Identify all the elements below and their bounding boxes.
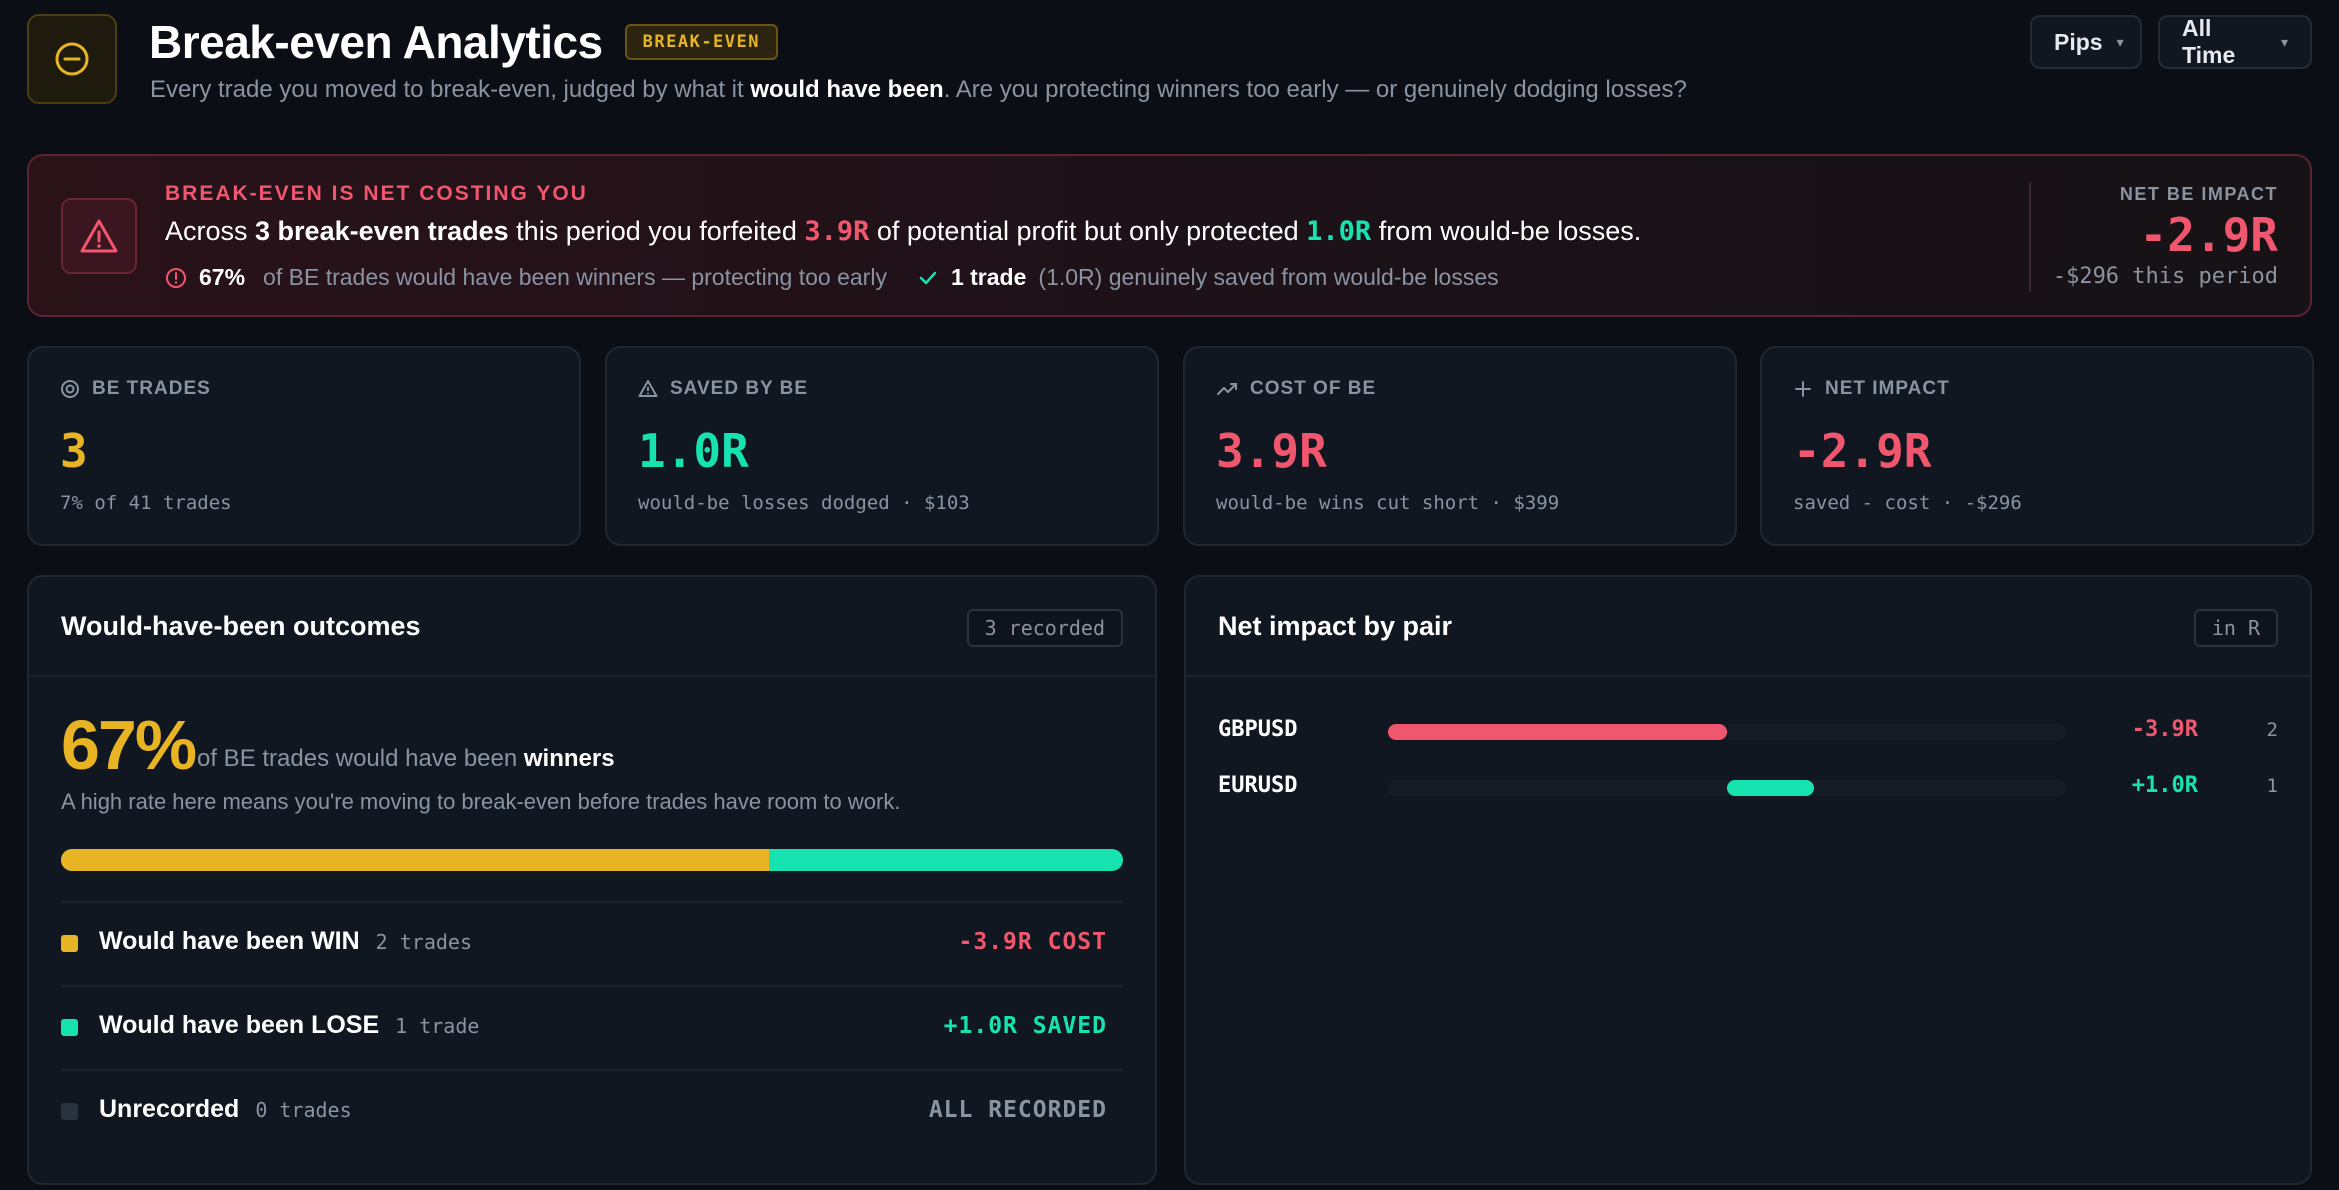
pair-row-eurusd[interactable]: EURUSD +1.0R 1 [1218, 767, 2278, 807]
net-impact-dollars: -$296 this period [2052, 264, 2278, 289]
outcomes-panel: Would-have-been outcomes 3 recorded 67% … [27, 575, 1157, 1185]
unit-select[interactable]: Pips ▾ [2030, 15, 2142, 69]
pair-bar-track [1388, 724, 2066, 740]
pair-trade-count: 1 [2266, 775, 2278, 797]
stat-value: 3 [60, 424, 88, 478]
chevron-down-icon: ▾ [2116, 33, 2124, 50]
check-icon [919, 271, 937, 284]
page-subtitle: Every trade you moved to break-even, jud… [150, 76, 1687, 103]
pair-value: +1.0R [2131, 773, 2198, 798]
outcome-row-unrecorded: Unrecorded 0 trades ALL RECORDED [61, 1069, 1123, 1153]
stat-card-saved: SAVED BY BE 1.0R would-be losses dodged … [605, 346, 1159, 546]
stat-card-be-trades: BE TRADES 3 7% of 41 trades [27, 346, 581, 546]
pair-name: EURUSD [1218, 773, 1298, 798]
pair-bar-fill [1727, 780, 1814, 796]
net-impact-label: NET BE IMPACT [2119, 184, 2278, 204]
stat-note: would-be losses dodged · $103 [638, 492, 970, 514]
outcome-value: -3.9R COST [958, 929, 1107, 955]
net-cost-alert: BREAK-EVEN IS NET COSTING YOU Across 3 b… [27, 154, 2312, 317]
net-impact-value: -2.9R [2139, 208, 2278, 262]
recorded-count-tag: 3 recorded [966, 609, 1123, 647]
winner-rate: 67% [61, 706, 197, 784]
pair-value: -3.9R [2131, 717, 2198, 742]
stat-note: 7% of 41 trades [60, 492, 232, 514]
warning-icon [638, 380, 658, 397]
pair-impact-panel: Net impact by pair in R GBPUSD -3.9R 2 E… [1184, 575, 2312, 1185]
alert-details: 67% of BE trades would have been winners… [165, 264, 1499, 291]
winner-pct: 67% [199, 264, 246, 290]
break-even-badge: BREAK-EVEN [624, 24, 778, 60]
page-header: Break-even Analytics BREAK-EVEN Every tr… [27, 14, 2312, 106]
pair-trade-count: 2 [2266, 719, 2278, 741]
pair-row-gbpusd[interactable]: GBPUSD -3.9R 2 [1218, 711, 2278, 751]
chevron-down-icon: ▾ [2280, 33, 2288, 50]
stat-card-cost: COST OF BE 3.9R would-be wins cut short … [1183, 346, 1737, 546]
outcome-split-bar [61, 849, 1123, 871]
alert-circle-icon [166, 267, 186, 288]
panel-title: Net impact by pair [1218, 611, 1453, 641]
winner-rate-text: of BE trades would have been winners [197, 745, 615, 772]
pair-bar-fill [1388, 724, 1727, 740]
win-segment [61, 849, 770, 871]
stat-value: 3.9R [1216, 424, 1327, 478]
saved-count: 1 trade [950, 264, 1027, 290]
target-icon [61, 380, 79, 398]
stat-note: would-be wins cut short · $399 [1216, 492, 1560, 514]
warning-triangle-icon [61, 198, 137, 274]
outcome-row-lose: Would have been LOSE 1 trade +1.0R SAVED [61, 985, 1123, 1069]
stat-value: -2.9R [1793, 424, 1932, 478]
pair-bar-track [1388, 780, 2066, 796]
alert-summary: Across 3 break-even trades this period y… [165, 216, 1642, 247]
alert-kicker: BREAK-EVEN IS NET COSTING YOU [165, 182, 588, 205]
page-title: Break-even Analytics [149, 16, 603, 68]
legend-swatch-unrecorded [61, 1103, 78, 1120]
trend-up-icon [1217, 383, 1237, 395]
unit-tag: in R [2193, 609, 2278, 647]
outcome-value: +1.0R SAVED [943, 1013, 1107, 1039]
legend-swatch-win [61, 935, 78, 952]
pair-name: GBPUSD [1218, 717, 1298, 742]
date-range-select[interactable]: All Time ▾ [2158, 15, 2312, 69]
stat-card-net: NET IMPACT -2.9R saved - cost · -$296 [1760, 346, 2314, 546]
minus-circle-icon [27, 14, 117, 104]
winner-rate-hint: A high rate here means you're moving to … [61, 789, 901, 814]
legend-swatch-lose [61, 1019, 78, 1036]
plus-icon [1795, 381, 1811, 397]
stat-value: 1.0R [638, 424, 749, 478]
outcome-row-win: Would have been WIN 2 trades -3.9R COST [61, 901, 1123, 985]
panel-title: Would-have-been outcomes [61, 611, 421, 641]
stat-note: saved - cost · -$296 [1793, 492, 2022, 514]
outcome-value: ALL RECORDED [928, 1097, 1107, 1123]
